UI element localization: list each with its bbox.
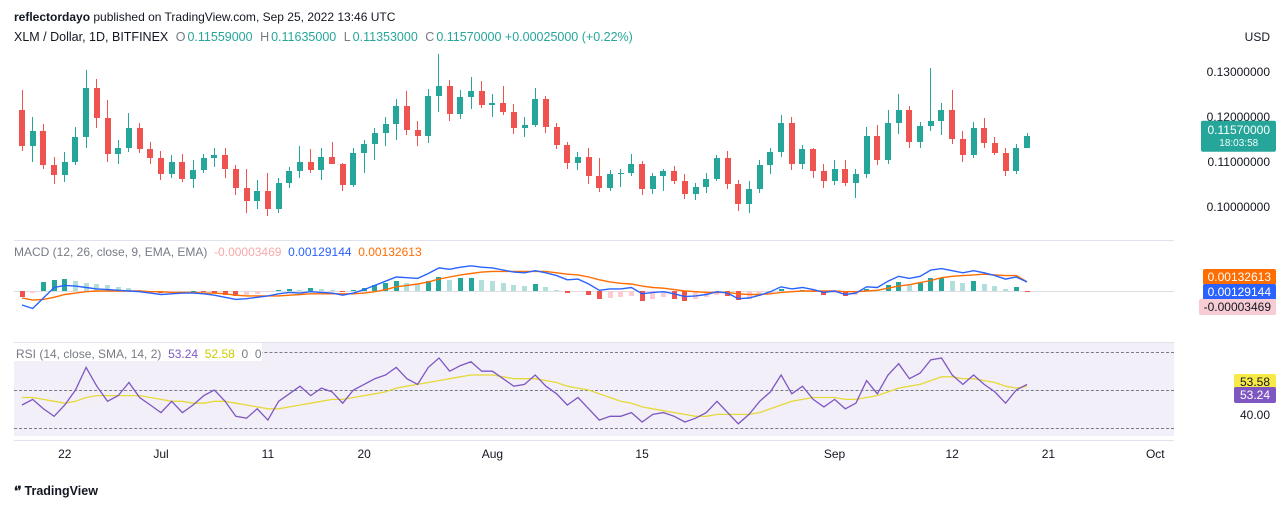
time-tick: 11 bbox=[262, 447, 274, 461]
ohlc-chg: +0.00025000 bbox=[505, 30, 578, 44]
macd-axis-tag: 0.00132613 bbox=[1203, 269, 1276, 285]
publish-header: reflectordayo published on TradingView.c… bbox=[0, 0, 1280, 30]
tv-glyph-icon: ❛❜ bbox=[14, 484, 21, 498]
macd-lines bbox=[14, 241, 1174, 341]
time-tick: 22 bbox=[58, 447, 71, 461]
timeframe: 1D bbox=[89, 30, 105, 44]
price-tick: 0.11000000 bbox=[1207, 155, 1270, 169]
rsi-value: 53.24 bbox=[168, 347, 198, 361]
price-tick: 0.13000000 bbox=[1207, 65, 1270, 79]
rsi-axis[interactable]: 53.5853.2440.00 bbox=[1180, 342, 1280, 436]
time-tick: Oct bbox=[1146, 447, 1165, 461]
time-tick: Aug bbox=[482, 447, 503, 461]
macd-axis[interactable]: 0.001326130.00129144-0.00003469 bbox=[1180, 240, 1280, 340]
price-chart[interactable]: XLM / Dollar, 1D, BITFINEX O0.11559000 H… bbox=[14, 30, 1174, 238]
rsi-pane[interactable]: RSI (14, close, SMA, 14, 2) 53.24 52.58 … bbox=[14, 342, 1174, 436]
time-tick: 12 bbox=[945, 447, 958, 461]
price-tick: 0.10000000 bbox=[1207, 200, 1270, 214]
last-price-tag: 0.11570000 18:03:58 bbox=[1201, 121, 1276, 151]
time-tick: 21 bbox=[1042, 447, 1055, 461]
time-axis[interactable]: 22 Jul 11 20 Aug 15 Sep 12 21 Oct bbox=[14, 440, 1174, 466]
price-axis-header: USD bbox=[1180, 30, 1280, 44]
time-tick: Jul bbox=[153, 447, 168, 461]
rsi-sma-value: 52.58 bbox=[205, 347, 235, 361]
ohlc-chg-pct: (+0.22%) bbox=[582, 30, 633, 44]
rsi-label: RSI (14, close, SMA, 14, 2) bbox=[16, 347, 161, 361]
price-axis[interactable]: USD 0.130000000.120000000.110000000.1000… bbox=[1180, 30, 1280, 238]
exchange: BITFINEX bbox=[112, 30, 168, 44]
last-price: 0.11570000 bbox=[1207, 123, 1270, 137]
countdown: 18:03:58 bbox=[1207, 138, 1270, 150]
rsi-z1: 0 bbox=[241, 347, 248, 361]
rsi-tick: 40.00 bbox=[1240, 408, 1270, 422]
rsi-axis-tag: 53.24 bbox=[1234, 387, 1276, 403]
time-tick: Sep bbox=[824, 447, 845, 461]
header-date: Sep 25, 2022 13:46 UTC bbox=[259, 10, 395, 24]
macd-pane[interactable]: MACD (12, 26, close, 9, EMA, EMA) -0.000… bbox=[14, 240, 1174, 340]
ohlc-h: 0.11635000 bbox=[271, 30, 336, 44]
macd-axis-tag: -0.00003469 bbox=[1199, 299, 1276, 315]
rsi-z2: 0 bbox=[255, 347, 262, 361]
price-legend: XLM / Dollar, 1D, BITFINEX O0.11559000 H… bbox=[14, 30, 1174, 44]
time-tick: 20 bbox=[357, 447, 370, 461]
header-site: TradingView.com bbox=[165, 10, 256, 24]
symbol-pair: XLM / Dollar bbox=[14, 30, 82, 44]
author: reflectordayo bbox=[14, 10, 90, 24]
ohlc-o: 0.11559000 bbox=[187, 30, 252, 44]
ohlc-l: 0.11353000 bbox=[353, 30, 418, 44]
macd-axis-tag: 0.00129144 bbox=[1203, 284, 1276, 300]
candles-layer bbox=[14, 50, 1174, 238]
header-mid: published on bbox=[90, 10, 165, 24]
rsi-legend: RSI (14, close, SMA, 14, 2) 53.24 52.58 … bbox=[14, 343, 262, 361]
ohlc-c: 0.11570000 bbox=[436, 30, 501, 44]
time-tick: 15 bbox=[635, 447, 648, 461]
tradingview-logo: ❛❜ TradingView bbox=[14, 483, 98, 498]
tv-text: TradingView bbox=[21, 484, 98, 498]
